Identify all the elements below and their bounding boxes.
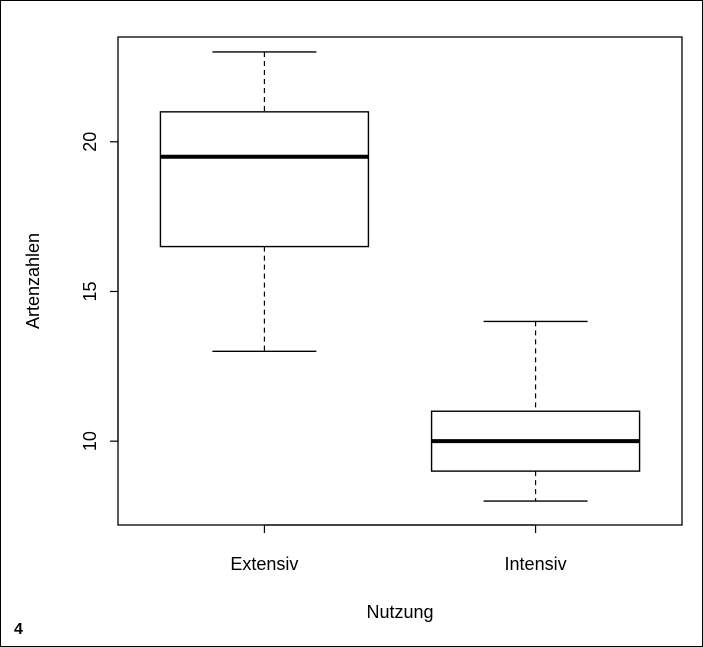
y-tick-label: 15 <box>80 281 100 301</box>
iqr-box <box>159 111 370 248</box>
y-tick-label: 20 <box>80 132 100 152</box>
y-tick-label: 10 <box>80 431 100 451</box>
x-axis-title: Nutzung <box>366 602 433 622</box>
x-tick-label: Extensiv <box>230 554 298 574</box>
boxes <box>159 51 641 502</box>
x-axis: Extensiv Intensiv <box>230 524 567 574</box>
y-axis-title: Artenzahlen <box>23 233 43 329</box>
panel-label: 4 <box>14 621 23 638</box>
y-axis: 10 15 20 <box>80 132 119 451</box>
x-tick-label: Intensiv <box>505 554 567 574</box>
